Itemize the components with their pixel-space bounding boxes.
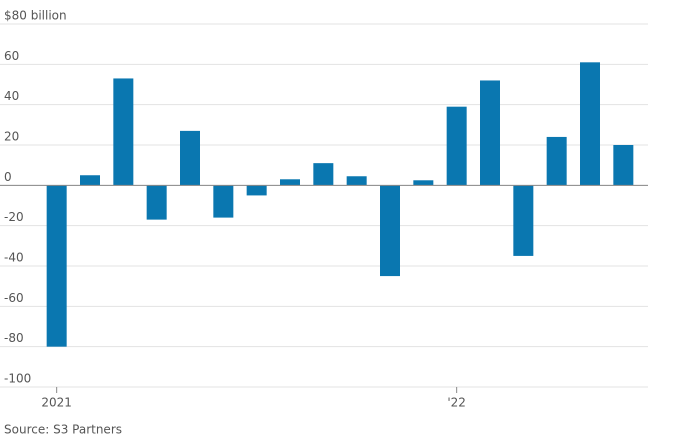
bar: [480, 80, 500, 186]
y-tick-label: $80 billion: [4, 9, 67, 23]
bar: [413, 180, 434, 186]
bar: [246, 185, 267, 196]
bar: [113, 78, 134, 186]
bar: [313, 163, 334, 186]
bar: [580, 62, 600, 186]
bar: [280, 179, 300, 186]
bar: [346, 176, 367, 186]
bar: [513, 185, 534, 256]
bar: [380, 185, 400, 277]
y-tick-label: 20: [4, 130, 19, 144]
bar: [80, 175, 100, 186]
bar: [213, 185, 234, 218]
x-tick-label: 2021: [41, 396, 72, 410]
bar: [146, 185, 167, 220]
y-tick-label: -40: [4, 251, 24, 265]
y-tick-label: -20: [4, 210, 24, 224]
bar: [180, 130, 200, 186]
bar: [446, 106, 467, 186]
bar: [46, 185, 67, 347]
bar: [546, 136, 567, 186]
x-tick-label: '22: [447, 396, 466, 410]
source-note: Source: S3 Partners: [4, 423, 122, 437]
y-tick-label: -80: [4, 331, 24, 345]
y-tick-label: 40: [4, 89, 19, 103]
y-tick-label: -60: [4, 291, 24, 305]
y-tick-label: -100: [4, 372, 31, 386]
y-tick-label: 0: [4, 170, 12, 184]
bar: [613, 145, 634, 186]
y-tick-label: 60: [4, 49, 19, 63]
